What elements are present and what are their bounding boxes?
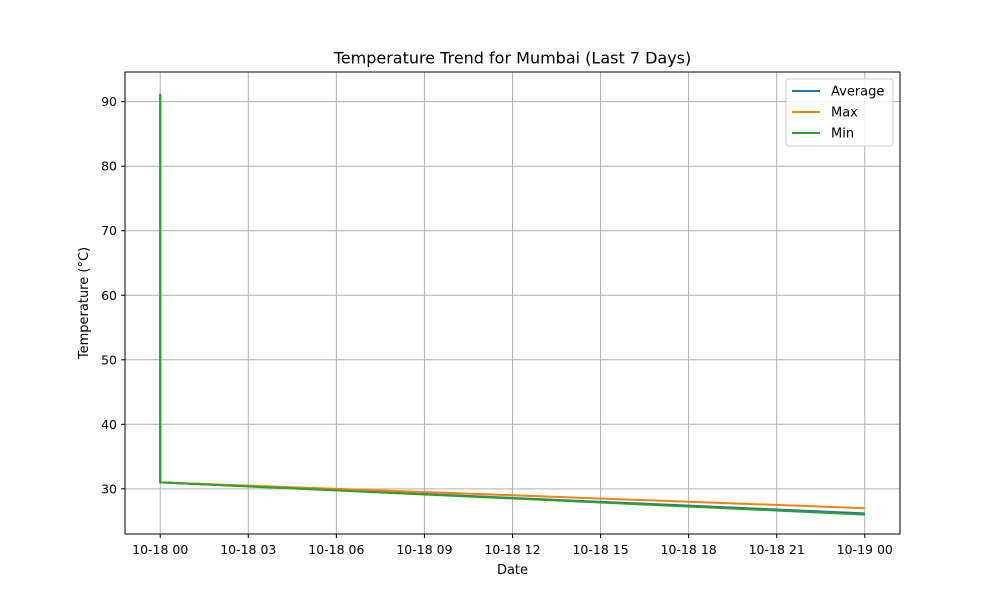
chart-title: Temperature Trend for Mumbai (Last 7 Day… (333, 49, 692, 68)
legend-box (785, 78, 894, 147)
y-axis-ticks: 30 40 50 60 70 80 90 (101, 94, 125, 496)
y-tick-label: 90 (101, 94, 117, 109)
x-axis-ticks: 10-18 00 10-18 03 10-18 06 10-18 09 10-18 12… (132, 534, 893, 557)
x-tick-label: 10-18 03 (220, 542, 276, 557)
legend: Average Max Min (785, 78, 894, 147)
legend-label: Average (831, 85, 884, 100)
y-tick-label: 40 (101, 417, 117, 432)
x-tick-label: 10-18 09 (396, 542, 452, 557)
x-tick-label: 10-18 18 (661, 542, 717, 557)
x-tick-label: 10-18 06 (308, 542, 364, 557)
x-tick-label: 10-18 15 (572, 542, 628, 557)
series-line-min (159, 93, 865, 516)
x-tick-label: 10-18 12 (484, 542, 540, 557)
y-axis-label: Temperature (°C) (77, 247, 92, 360)
x-tick-label: 10-18 00 (132, 542, 188, 557)
y-tick-label: 70 (101, 223, 117, 238)
x-tick-label: 10-19 00 (837, 542, 893, 557)
legend-label: Min (831, 127, 854, 142)
series-lines (159, 93, 865, 516)
y-tick-label: 30 (101, 481, 117, 496)
grid-lines (125, 72, 900, 534)
y-tick-label: 50 (101, 352, 117, 367)
legend-label: Max (831, 106, 858, 121)
x-tick-label: 10-18 21 (749, 542, 805, 557)
x-axis-label: Date (497, 563, 528, 578)
y-tick-label: 80 (101, 159, 117, 174)
y-tick-label: 60 (101, 288, 117, 303)
